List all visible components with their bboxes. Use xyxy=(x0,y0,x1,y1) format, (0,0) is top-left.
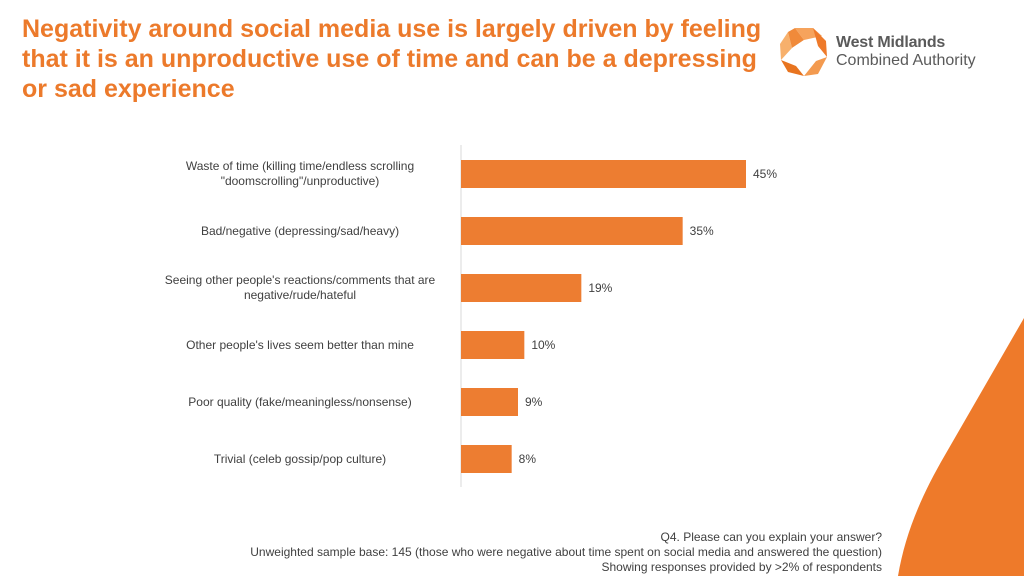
slide-title: Negativity around social media use is la… xyxy=(22,15,762,103)
wmca-logo-mark-icon xyxy=(780,28,827,76)
category-label-line: Waste of time (killing time/endless scro… xyxy=(185,159,415,173)
bar-3 xyxy=(461,274,582,302)
bar-chart-plot: 45% 35% 19% 10% 9% 8% xyxy=(460,145,777,487)
wmca-logo-text: West Midlands Combined Authority xyxy=(836,34,976,70)
bar-value-label-5: 9% xyxy=(525,395,543,409)
footnote-threshold: Showing responses provided by >2% of res… xyxy=(601,560,882,574)
category-label-3: Seeing other people's reactions/comments… xyxy=(150,273,450,303)
wmca-logo: West Midlands Combined Authority xyxy=(778,26,1008,78)
bar-value-label-6: 8% xyxy=(519,452,537,466)
footnote-sample-base: Unweighted sample base: 145 (those who w… xyxy=(250,545,882,559)
category-label-line: negative/rude/hateful xyxy=(243,288,357,302)
bar-6 xyxy=(461,445,512,473)
category-label-line: Seeing other people's reactions/comments… xyxy=(164,273,436,287)
category-label-1: Waste of time (killing time/endless scro… xyxy=(150,159,450,189)
footnote-question: Q4. Please can you explain your answer? xyxy=(660,530,882,544)
bar-value-label-3: 19% xyxy=(588,281,612,295)
bar-value-label-4: 10% xyxy=(531,338,555,352)
category-label-6: Trivial (celeb gossip/pop culture) xyxy=(150,452,450,467)
category-label-2: Bad/negative (depressing/sad/heavy) xyxy=(150,224,450,239)
category-label-line: Bad/negative (depressing/sad/heavy) xyxy=(200,223,400,238)
category-label-line: "doomscrolling"/unproductive) xyxy=(220,174,380,188)
logo-line-1: West Midlands xyxy=(836,34,946,51)
bar-5 xyxy=(461,388,518,416)
category-label-line: Other people's lives seem better than mi… xyxy=(186,337,414,352)
category-label-5: Poor quality (fake/meaningless/nonsense) xyxy=(150,395,450,410)
category-label-4: Other people's lives seem better than mi… xyxy=(150,338,450,353)
bar-value-label-1: 45% xyxy=(753,167,777,181)
category-label-line: Poor quality (fake/meaningless/nonsense) xyxy=(188,394,412,409)
bar-1 xyxy=(461,160,746,188)
bar-chart: 45% 35% 19% 10% 9% 8% Waste of time (killing … xyxy=(0,140,1024,500)
category-label-line: Trivial (celeb gossip/pop culture) xyxy=(213,451,387,466)
bar-value-label-2: 35% xyxy=(690,224,714,238)
bar-4 xyxy=(461,331,525,359)
bar-2 xyxy=(461,217,683,245)
logo-line-2: Combined Authority xyxy=(836,52,976,69)
